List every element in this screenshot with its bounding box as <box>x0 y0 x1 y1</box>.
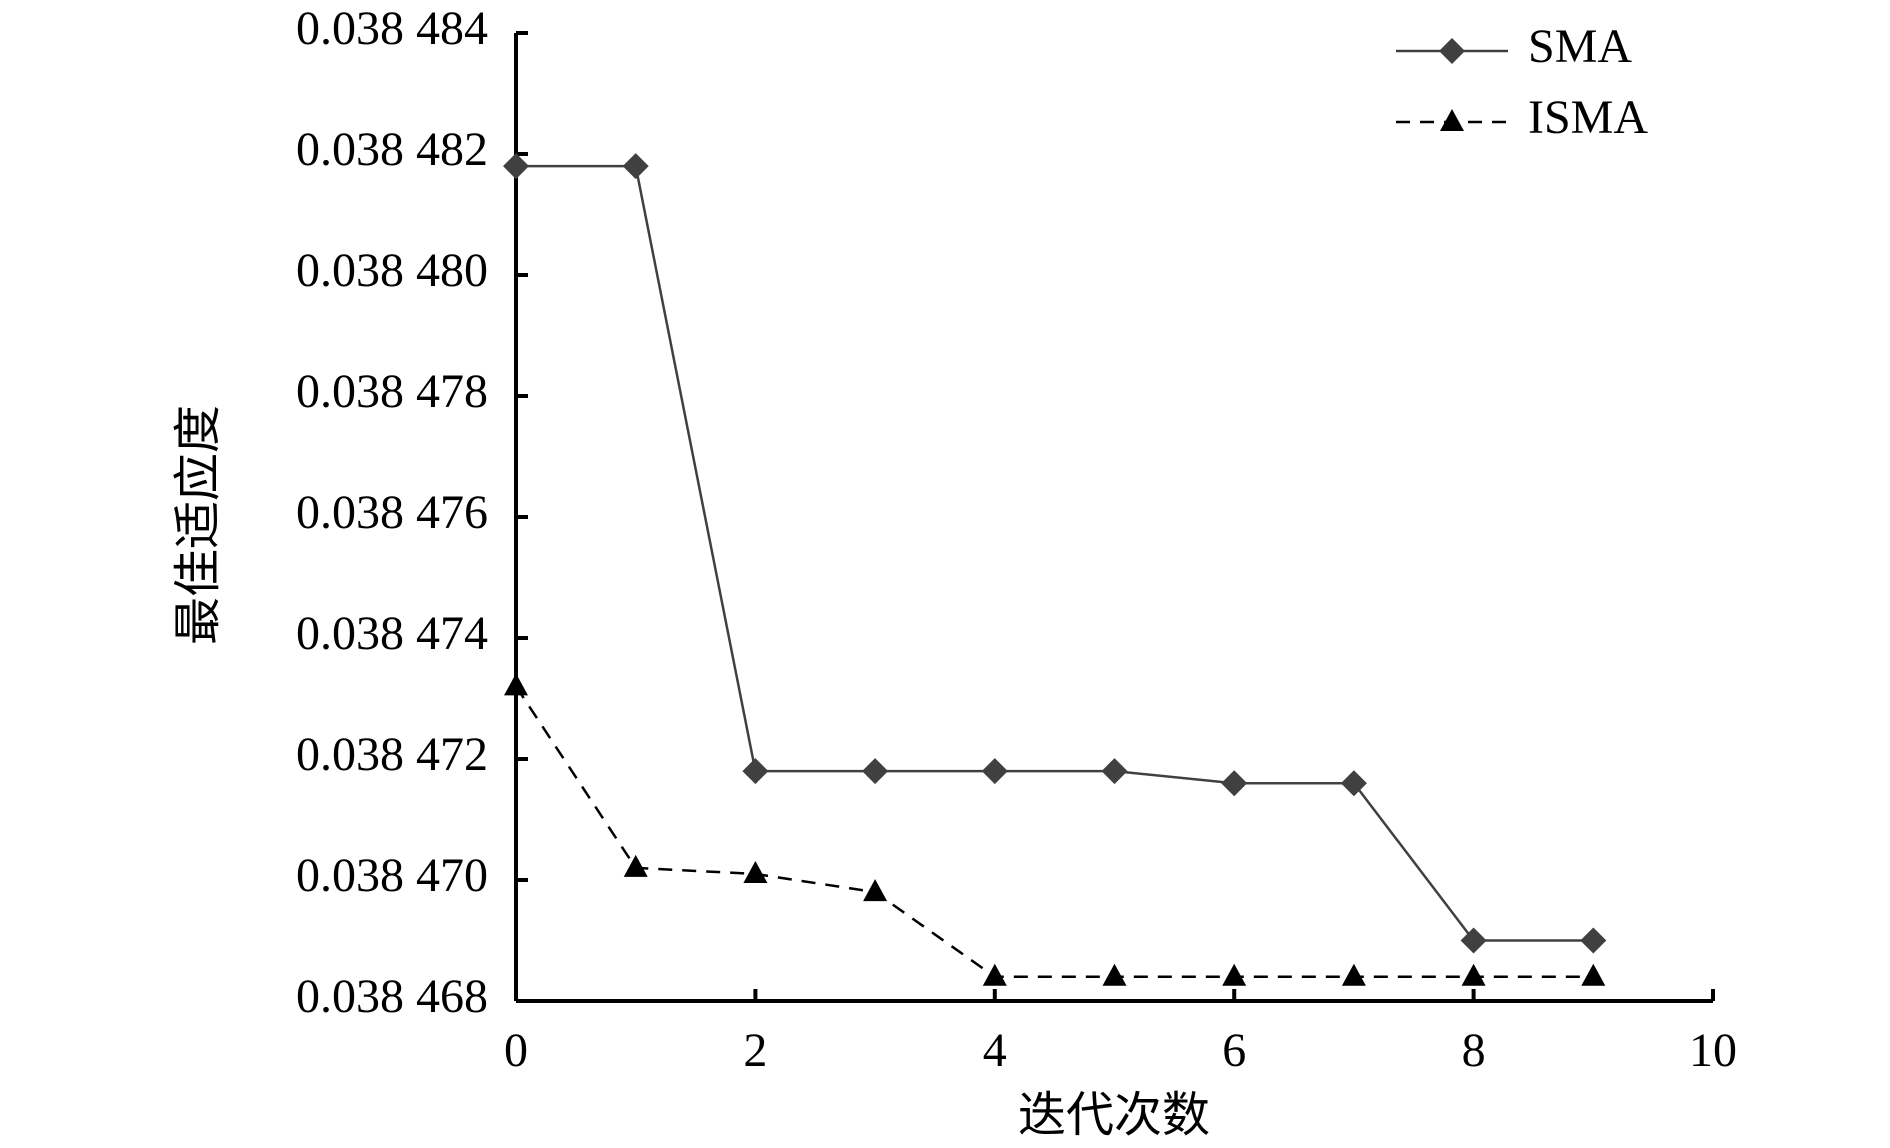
legend-label: SMA <box>1528 20 1632 73</box>
data-point <box>622 153 649 180</box>
data-point <box>1581 963 1606 986</box>
data-point <box>1461 963 1486 986</box>
data-point <box>1340 770 1367 797</box>
y-tick-label: 0.038 474 <box>296 607 488 660</box>
y-tick-label: 0.038 472 <box>296 728 488 781</box>
data-point <box>981 758 1008 785</box>
y-tick-label: 0.038 476 <box>296 486 488 539</box>
x-tick-label: 8 <box>1462 1024 1486 1077</box>
legend-marker <box>1439 38 1465 64</box>
legend-label: ISMA <box>1528 91 1648 144</box>
series-line <box>516 164 1594 942</box>
series-line <box>514 685 1594 979</box>
legend-marker <box>1440 109 1464 131</box>
data-point <box>623 854 648 877</box>
data-point <box>1221 770 1248 797</box>
y-tick-label: 0.038 478 <box>296 365 488 418</box>
data-point <box>742 758 769 785</box>
y-tick-label: 0.038 470 <box>296 849 488 902</box>
data-point <box>982 963 1007 986</box>
data-point <box>1580 927 1607 954</box>
x-tick-label: 6 <box>1222 1024 1246 1077</box>
x-axis-label: 迭代次数 <box>1018 1089 1210 1142</box>
data-point <box>503 153 529 180</box>
x-tick-label: 4 <box>983 1024 1007 1077</box>
x-tick-label: 0 <box>504 1024 528 1077</box>
data-point <box>743 860 768 883</box>
data-point <box>504 673 528 696</box>
y-tick-label: 0.038 480 <box>296 244 488 297</box>
data-point <box>1341 963 1366 986</box>
data-point <box>862 758 889 785</box>
data-point <box>1101 758 1128 785</box>
x-tick-label: 10 <box>1689 1024 1737 1077</box>
data-point <box>863 879 888 902</box>
y-tick-label: 0.038 484 <box>296 2 488 55</box>
y-tick-label: 0.038 468 <box>296 970 488 1023</box>
y-axis-label: 最佳适应度 <box>172 405 225 645</box>
data-point <box>1102 963 1127 986</box>
data-point <box>1460 927 1487 954</box>
x-tick-label: 2 <box>743 1024 767 1077</box>
data-point <box>1222 963 1247 986</box>
y-tick-label: 0.038 482 <box>296 123 488 176</box>
